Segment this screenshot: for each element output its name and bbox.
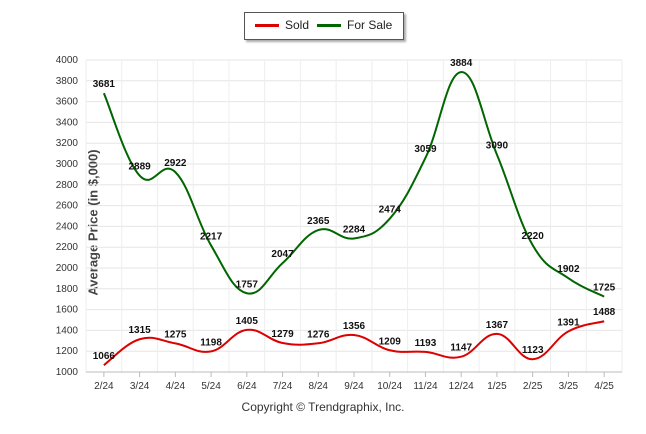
x-tick-label: 1/25 — [487, 381, 507, 392]
data-label-for-sale: 2047 — [271, 249, 294, 260]
x-tick-label: 2/24 — [94, 381, 114, 392]
data-label-sold: 1488 — [593, 307, 616, 318]
data-label-for-sale: 1757 — [236, 279, 259, 290]
data-label-for-sale: 2474 — [379, 205, 402, 216]
data-label-sold: 1405 — [236, 316, 259, 327]
x-tick-label: 5/24 — [201, 381, 221, 392]
y-tick-label: 2800 — [56, 180, 79, 191]
data-label-sold: 1066 — [93, 351, 116, 362]
data-label-sold: 1315 — [128, 325, 151, 336]
legend-label-for-sale: For Sale — [347, 18, 393, 32]
copyright-footer: Copyright © Trendgraphix, Inc. — [241, 400, 405, 414]
y-tick-label: 3000 — [56, 159, 79, 170]
x-tick-label: 3/24 — [130, 381, 150, 392]
x-tick-label: 10/24 — [377, 381, 402, 392]
y-tick-label: 4000 — [56, 55, 79, 66]
y-tick-label: 2600 — [56, 201, 79, 212]
legend-swatch-sold — [255, 23, 279, 27]
data-label-sold: 1123 — [522, 345, 544, 356]
data-label-sold: 1276 — [307, 329, 330, 340]
data-label-for-sale: 3681 — [93, 79, 116, 90]
data-label-for-sale: 3884 — [450, 58, 473, 69]
y-tick-label: 2200 — [56, 242, 79, 253]
data-label-for-sale: 3059 — [414, 144, 437, 155]
y-tick-label: 3800 — [56, 76, 79, 87]
data-label-sold: 1391 — [557, 317, 580, 328]
data-label-for-sale: 1902 — [557, 264, 580, 275]
x-tick-label: 4/25 — [594, 381, 614, 392]
y-tick-label: 2400 — [56, 221, 79, 232]
series-line-for-sale — [102, 71, 605, 298]
data-label-sold: 1147 — [450, 343, 472, 354]
x-tick-label: 9/24 — [344, 381, 364, 392]
data-label-sold: 1367 — [486, 320, 509, 331]
x-tick-label: 12/24 — [449, 381, 474, 392]
legend-item-for-sale[interactable]: For Sale — [317, 18, 392, 32]
x-tick-label: 11/24 — [413, 381, 438, 392]
data-label-for-sale: 2889 — [128, 162, 151, 173]
legend-item-sold[interactable]: Sold — [255, 18, 309, 32]
data-label-for-sale: 2365 — [307, 216, 330, 227]
data-label-for-sale: 1725 — [593, 283, 616, 294]
y-tick-label: 1000 — [56, 367, 79, 378]
legend-swatch-for-sale — [317, 23, 341, 27]
x-tick-label: 4/24 — [166, 381, 186, 392]
y-tick-label: 1800 — [56, 284, 79, 295]
y-tick-label: 1400 — [56, 325, 79, 336]
y-tick-label: 1600 — [56, 305, 79, 316]
data-label-sold: 1356 — [343, 321, 366, 332]
y-tick-label: 3600 — [56, 97, 79, 108]
x-tick-label: 6/24 — [237, 381, 257, 392]
y-tick-label: 3200 — [56, 138, 79, 149]
data-label-sold: 1279 — [271, 329, 294, 340]
data-label-sold: 1275 — [164, 329, 187, 340]
x-tick-label: 2/25 — [523, 381, 543, 392]
data-label-for-sale: 2284 — [343, 224, 366, 235]
data-label-sold: 1209 — [379, 336, 402, 347]
y-tick-label: 3400 — [56, 117, 79, 128]
data-label-for-sale: 2220 — [522, 231, 545, 242]
y-tick-label: 1200 — [56, 346, 79, 357]
data-label-for-sale: 2217 — [200, 231, 223, 242]
legend: Sold For Sale — [244, 12, 404, 40]
x-tick-label: 8/24 — [309, 381, 329, 392]
legend-label-sold: Sold — [285, 18, 310, 32]
y-tick-label: 2000 — [56, 263, 79, 274]
data-label-for-sale: 2922 — [164, 158, 187, 169]
data-label-sold: 1198 — [200, 337, 222, 348]
x-tick-label: 3/25 — [559, 381, 579, 392]
data-label-for-sale: 3090 — [486, 141, 509, 152]
data-label-sold: 1193 — [415, 338, 437, 349]
x-tick-label: 7/24 — [273, 381, 293, 392]
